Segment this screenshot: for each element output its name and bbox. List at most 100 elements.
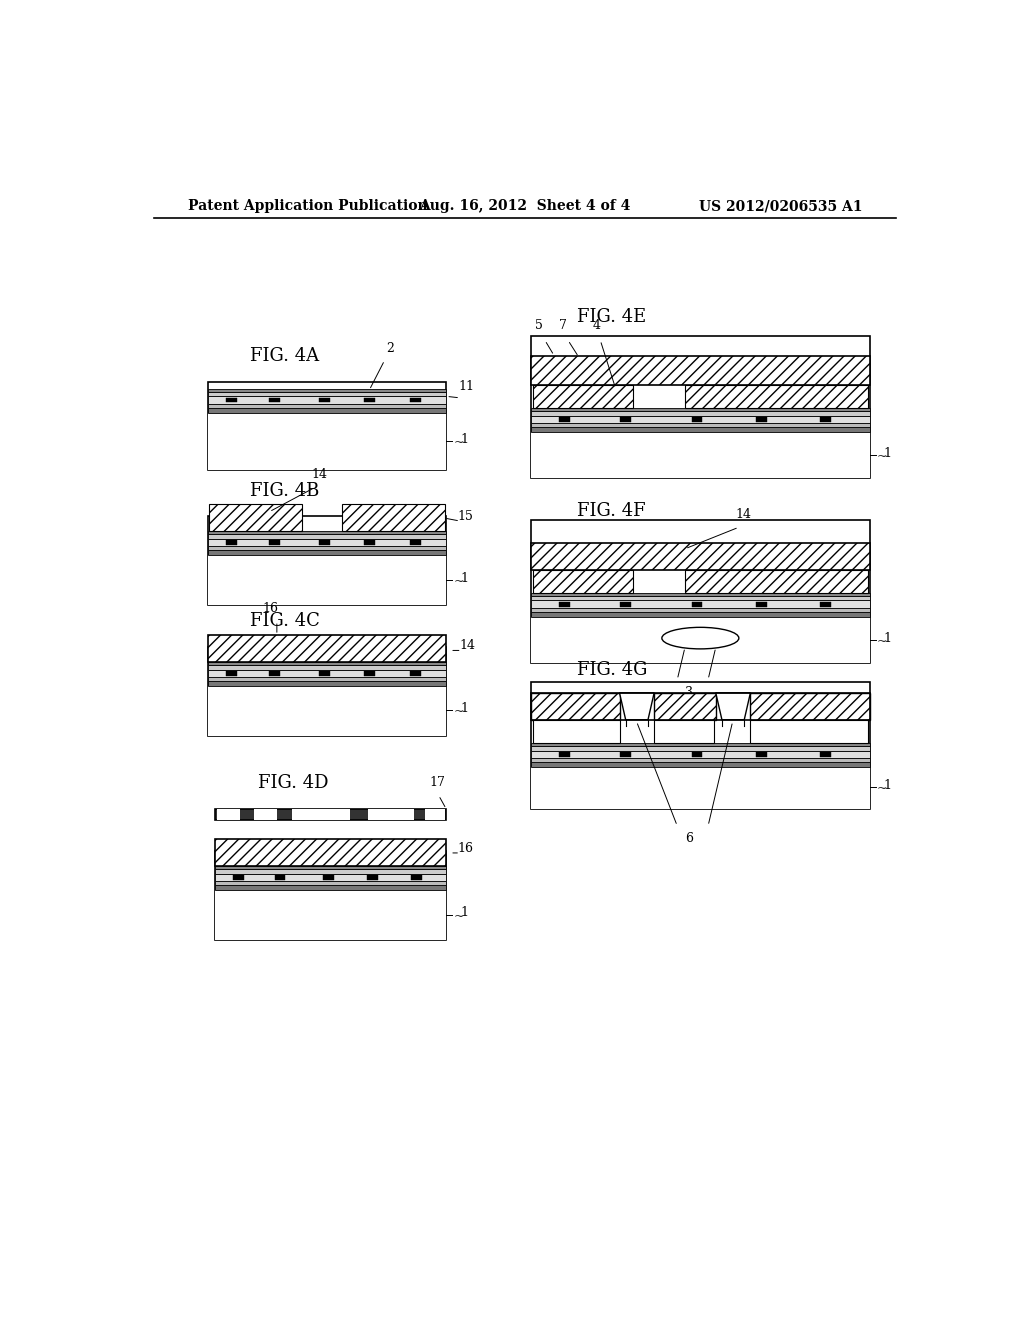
Bar	[254, 809, 276, 820]
Bar	[208, 681, 446, 686]
Text: ~: ~	[454, 705, 464, 718]
Bar	[531, 609, 869, 612]
Bar	[319, 397, 330, 403]
Bar	[756, 752, 767, 756]
Text: 1: 1	[460, 433, 468, 446]
Bar	[209, 504, 301, 531]
Text: 3: 3	[685, 686, 693, 698]
Bar	[365, 397, 375, 403]
Text: 4: 4	[593, 319, 600, 333]
Bar	[323, 875, 334, 880]
Bar	[531, 593, 869, 595]
Ellipse shape	[662, 627, 739, 649]
Bar	[342, 504, 444, 531]
Bar	[208, 392, 446, 396]
Bar	[319, 671, 330, 676]
Bar	[208, 516, 446, 605]
Text: 1: 1	[884, 446, 892, 459]
Bar	[756, 602, 767, 607]
Bar	[208, 647, 446, 737]
Bar	[208, 535, 446, 539]
Text: FIG. 4E: FIG. 4E	[578, 309, 646, 326]
Bar	[411, 875, 422, 880]
Bar	[233, 875, 244, 880]
Bar	[756, 417, 767, 422]
Text: 11: 11	[459, 380, 474, 393]
Bar	[531, 762, 869, 767]
Bar	[215, 890, 446, 940]
Text: ~: ~	[877, 783, 887, 796]
Bar	[531, 408, 869, 411]
Bar	[208, 554, 446, 605]
Bar	[559, 602, 570, 607]
Bar	[226, 540, 237, 545]
Text: ~: ~	[454, 436, 464, 449]
Bar	[685, 570, 868, 593]
Bar	[410, 540, 421, 545]
Bar	[531, 543, 869, 570]
Bar	[531, 355, 869, 385]
Bar	[208, 665, 446, 669]
Text: 7: 7	[559, 319, 567, 333]
Bar	[531, 424, 869, 428]
Bar	[215, 809, 446, 820]
Bar	[531, 601, 869, 609]
Bar	[208, 396, 446, 404]
Bar	[751, 719, 868, 743]
Bar	[531, 693, 869, 719]
Bar	[691, 417, 702, 422]
Bar	[269, 397, 280, 403]
Bar	[532, 719, 620, 743]
Bar	[531, 746, 869, 751]
Bar	[208, 669, 446, 677]
Bar	[208, 408, 446, 413]
Bar	[531, 743, 869, 746]
Bar	[532, 385, 633, 408]
Bar	[215, 866, 446, 869]
Bar	[621, 752, 631, 756]
Bar	[274, 875, 286, 880]
Bar	[425, 809, 444, 820]
Bar	[215, 840, 446, 866]
Bar	[208, 381, 446, 470]
Bar	[559, 752, 570, 756]
Bar	[226, 397, 237, 403]
Bar	[531, 411, 869, 416]
Text: 2: 2	[386, 342, 394, 355]
Text: 16: 16	[263, 602, 279, 615]
Bar	[319, 540, 330, 545]
Bar	[691, 752, 702, 756]
Bar	[654, 693, 716, 719]
Bar	[208, 677, 446, 681]
Bar	[215, 886, 446, 890]
Text: 16: 16	[458, 842, 474, 855]
Text: US 2012/0206535 A1: US 2012/0206535 A1	[698, 199, 862, 213]
Text: 1: 1	[884, 631, 892, 644]
Bar	[208, 686, 446, 737]
Bar	[208, 388, 446, 392]
Bar	[531, 416, 869, 424]
Bar	[208, 550, 446, 554]
Bar	[208, 663, 446, 665]
Text: ~: ~	[454, 909, 464, 923]
Bar	[215, 851, 446, 940]
Text: ~: ~	[454, 574, 464, 587]
Text: FIG. 4F: FIG. 4F	[578, 502, 646, 520]
Text: 15: 15	[458, 510, 474, 523]
Bar	[269, 540, 280, 545]
Bar	[410, 671, 421, 676]
Bar	[691, 602, 702, 607]
Bar	[410, 397, 421, 403]
Polygon shape	[620, 693, 654, 719]
Text: FIG. 4B: FIG. 4B	[250, 482, 319, 499]
Bar	[685, 385, 868, 408]
Bar	[208, 531, 446, 535]
Bar	[215, 882, 446, 886]
Bar	[226, 671, 237, 676]
Bar	[365, 671, 375, 676]
Bar	[532, 570, 633, 593]
Bar	[365, 540, 375, 545]
Bar	[820, 752, 831, 756]
Bar	[531, 693, 620, 719]
Bar	[368, 809, 414, 820]
